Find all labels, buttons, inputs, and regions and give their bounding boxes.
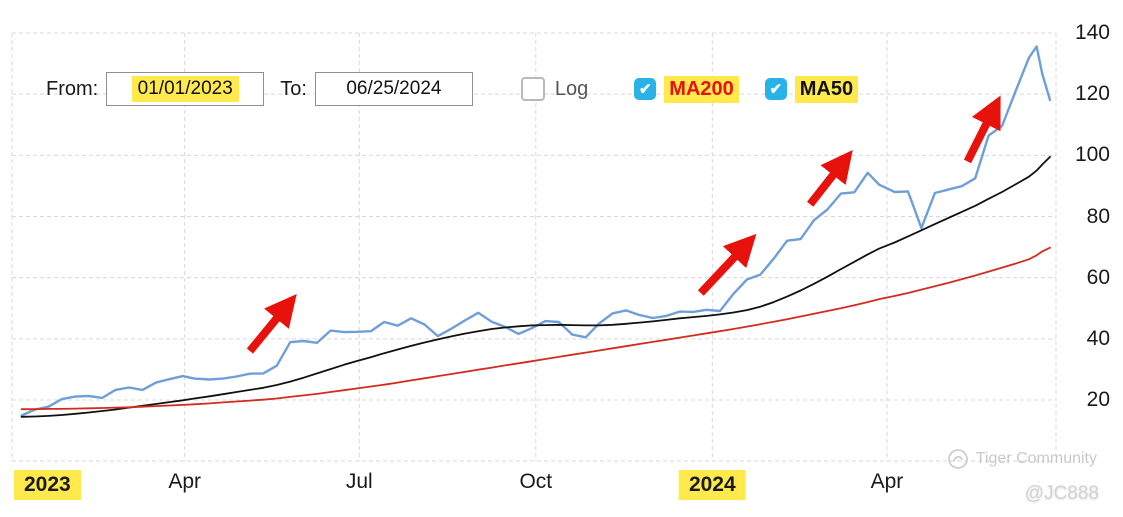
series-line-ma50 (20, 155, 1051, 418)
from-date-input[interactable]: 01/01/2023 (106, 72, 265, 106)
up-arrow-annotation (963, 95, 1001, 164)
author-handle: @JC888 (1024, 483, 1099, 504)
log-checkbox[interactable] (520, 77, 545, 101)
y-tick-label-120: 120 (1074, 82, 1110, 106)
check-icon: ✔ (638, 81, 652, 98)
series-lines (20, 45, 1052, 418)
log-label[interactable]: Log (554, 77, 589, 100)
y-tick-label-100: 100 (1074, 143, 1110, 167)
ma200-label[interactable]: MA200 (664, 75, 739, 103)
from-date-value: 01/01/2023 (131, 76, 239, 102)
up-arrow-annotation (807, 149, 853, 207)
to-label: To: (280, 77, 307, 100)
to-date-value: 06/25/2024 (346, 78, 442, 99)
x-tick-label-2023: 2023 (14, 470, 81, 500)
x-tick-label-oct: Oct (519, 470, 553, 493)
x-tick-label-apr: Apr (168, 470, 202, 493)
series-line-ma200 (20, 246, 1051, 411)
tiger-community-logo (947, 449, 968, 469)
ma50-checkbox[interactable]: ✔ (764, 78, 787, 100)
y-tick-label-20: 20 (1086, 388, 1110, 411)
to-date-input[interactable]: 06/25/2024 (314, 72, 473, 106)
y-tick-label-60: 60 (1086, 265, 1110, 289)
ma50-label[interactable]: MA50 (794, 75, 859, 103)
up-arrow-annotation (246, 293, 297, 354)
gridlines (11, 32, 1057, 462)
from-label: From: (46, 77, 99, 100)
series-line-price (20, 45, 1052, 417)
x-axis-labels: 2023 Apr Jul Oct 2024 Apr (0, 470, 1123, 510)
ma200-checkbox[interactable]: ✔ (634, 78, 657, 100)
y-tick-label-40: 40 (1086, 326, 1110, 350)
chart-controls: From: 01/01/2023 To: 06/25/2024 Log ✔ MA… (46, 71, 859, 107)
y-tick-label-80: 80 (1086, 204, 1110, 228)
arrow-annotations (246, 95, 1001, 354)
check-icon: ✔ (769, 81, 783, 98)
x-tick-label-jul: Jul (345, 470, 373, 493)
tiger-community-text: Tiger Community (975, 450, 1097, 467)
x-tick-label-apr: Apr (870, 470, 904, 493)
tiger-community-watermark: Tiger Community (946, 447, 1097, 471)
y-tick-label-140: 140 (1074, 21, 1110, 44)
x-tick-label-2024: 2024 (678, 470, 746, 500)
up-arrow-annotation (697, 233, 757, 296)
